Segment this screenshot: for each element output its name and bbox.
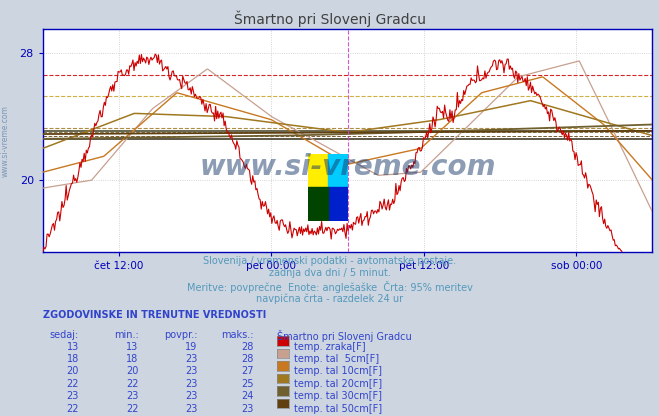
Text: Meritve: povprečne  Enote: anglešaške  Črta: 95% meritev: Meritve: povprečne Enote: anglešaške Črt… [186, 281, 473, 293]
Text: 23: 23 [185, 354, 198, 364]
Text: 13: 13 [126, 342, 138, 352]
Text: temp. tal 10cm[F]: temp. tal 10cm[F] [294, 366, 382, 376]
Text: 20: 20 [67, 366, 79, 376]
Text: 20: 20 [126, 366, 138, 376]
Text: 23: 23 [185, 391, 198, 401]
Text: 25: 25 [241, 379, 254, 389]
Text: temp. tal 20cm[F]: temp. tal 20cm[F] [294, 379, 382, 389]
Text: temp. tal 50cm[F]: temp. tal 50cm[F] [294, 404, 382, 414]
Text: 23: 23 [126, 391, 138, 401]
Text: povpr.:: povpr.: [164, 330, 198, 340]
Text: 18: 18 [126, 354, 138, 364]
Text: temp. tal  5cm[F]: temp. tal 5cm[F] [294, 354, 379, 364]
Text: 19: 19 [185, 342, 198, 352]
Text: 28: 28 [241, 354, 254, 364]
Text: www.si-vreme.com: www.si-vreme.com [1, 106, 10, 177]
Text: 23: 23 [241, 404, 254, 414]
Text: Slovenija / vremenski podatki - avtomatske postaje.: Slovenija / vremenski podatki - avtomats… [203, 256, 456, 266]
Text: 23: 23 [67, 391, 79, 401]
Text: zadnja dva dni / 5 minut.: zadnja dva dni / 5 minut. [269, 268, 390, 278]
Text: maks.:: maks.: [221, 330, 254, 340]
Text: 24: 24 [241, 391, 254, 401]
Text: www.si-vreme.com: www.si-vreme.com [200, 153, 496, 181]
Text: 22: 22 [67, 404, 79, 414]
Text: Šmartno pri Slovenj Gradcu: Šmartno pri Slovenj Gradcu [277, 330, 411, 342]
Text: navpična črta - razdelek 24 ur: navpična črta - razdelek 24 ur [256, 293, 403, 304]
Text: 28: 28 [241, 342, 254, 352]
Text: ZGODOVINSKE IN TRENUTNE VREDNOSTI: ZGODOVINSKE IN TRENUTNE VREDNOSTI [43, 310, 266, 320]
Text: temp. zraka[F]: temp. zraka[F] [294, 342, 366, 352]
Text: 22: 22 [126, 379, 138, 389]
Text: Šmartno pri Slovenj Gradcu: Šmartno pri Slovenj Gradcu [233, 10, 426, 27]
Text: 23: 23 [185, 404, 198, 414]
Text: 23: 23 [185, 366, 198, 376]
Text: 22: 22 [126, 404, 138, 414]
Text: 27: 27 [241, 366, 254, 376]
Text: 22: 22 [67, 379, 79, 389]
Text: 23: 23 [185, 379, 198, 389]
Text: 18: 18 [67, 354, 79, 364]
Text: 13: 13 [67, 342, 79, 352]
Text: min.:: min.: [113, 330, 138, 340]
Text: sedaj:: sedaj: [50, 330, 79, 340]
Text: temp. tal 30cm[F]: temp. tal 30cm[F] [294, 391, 382, 401]
